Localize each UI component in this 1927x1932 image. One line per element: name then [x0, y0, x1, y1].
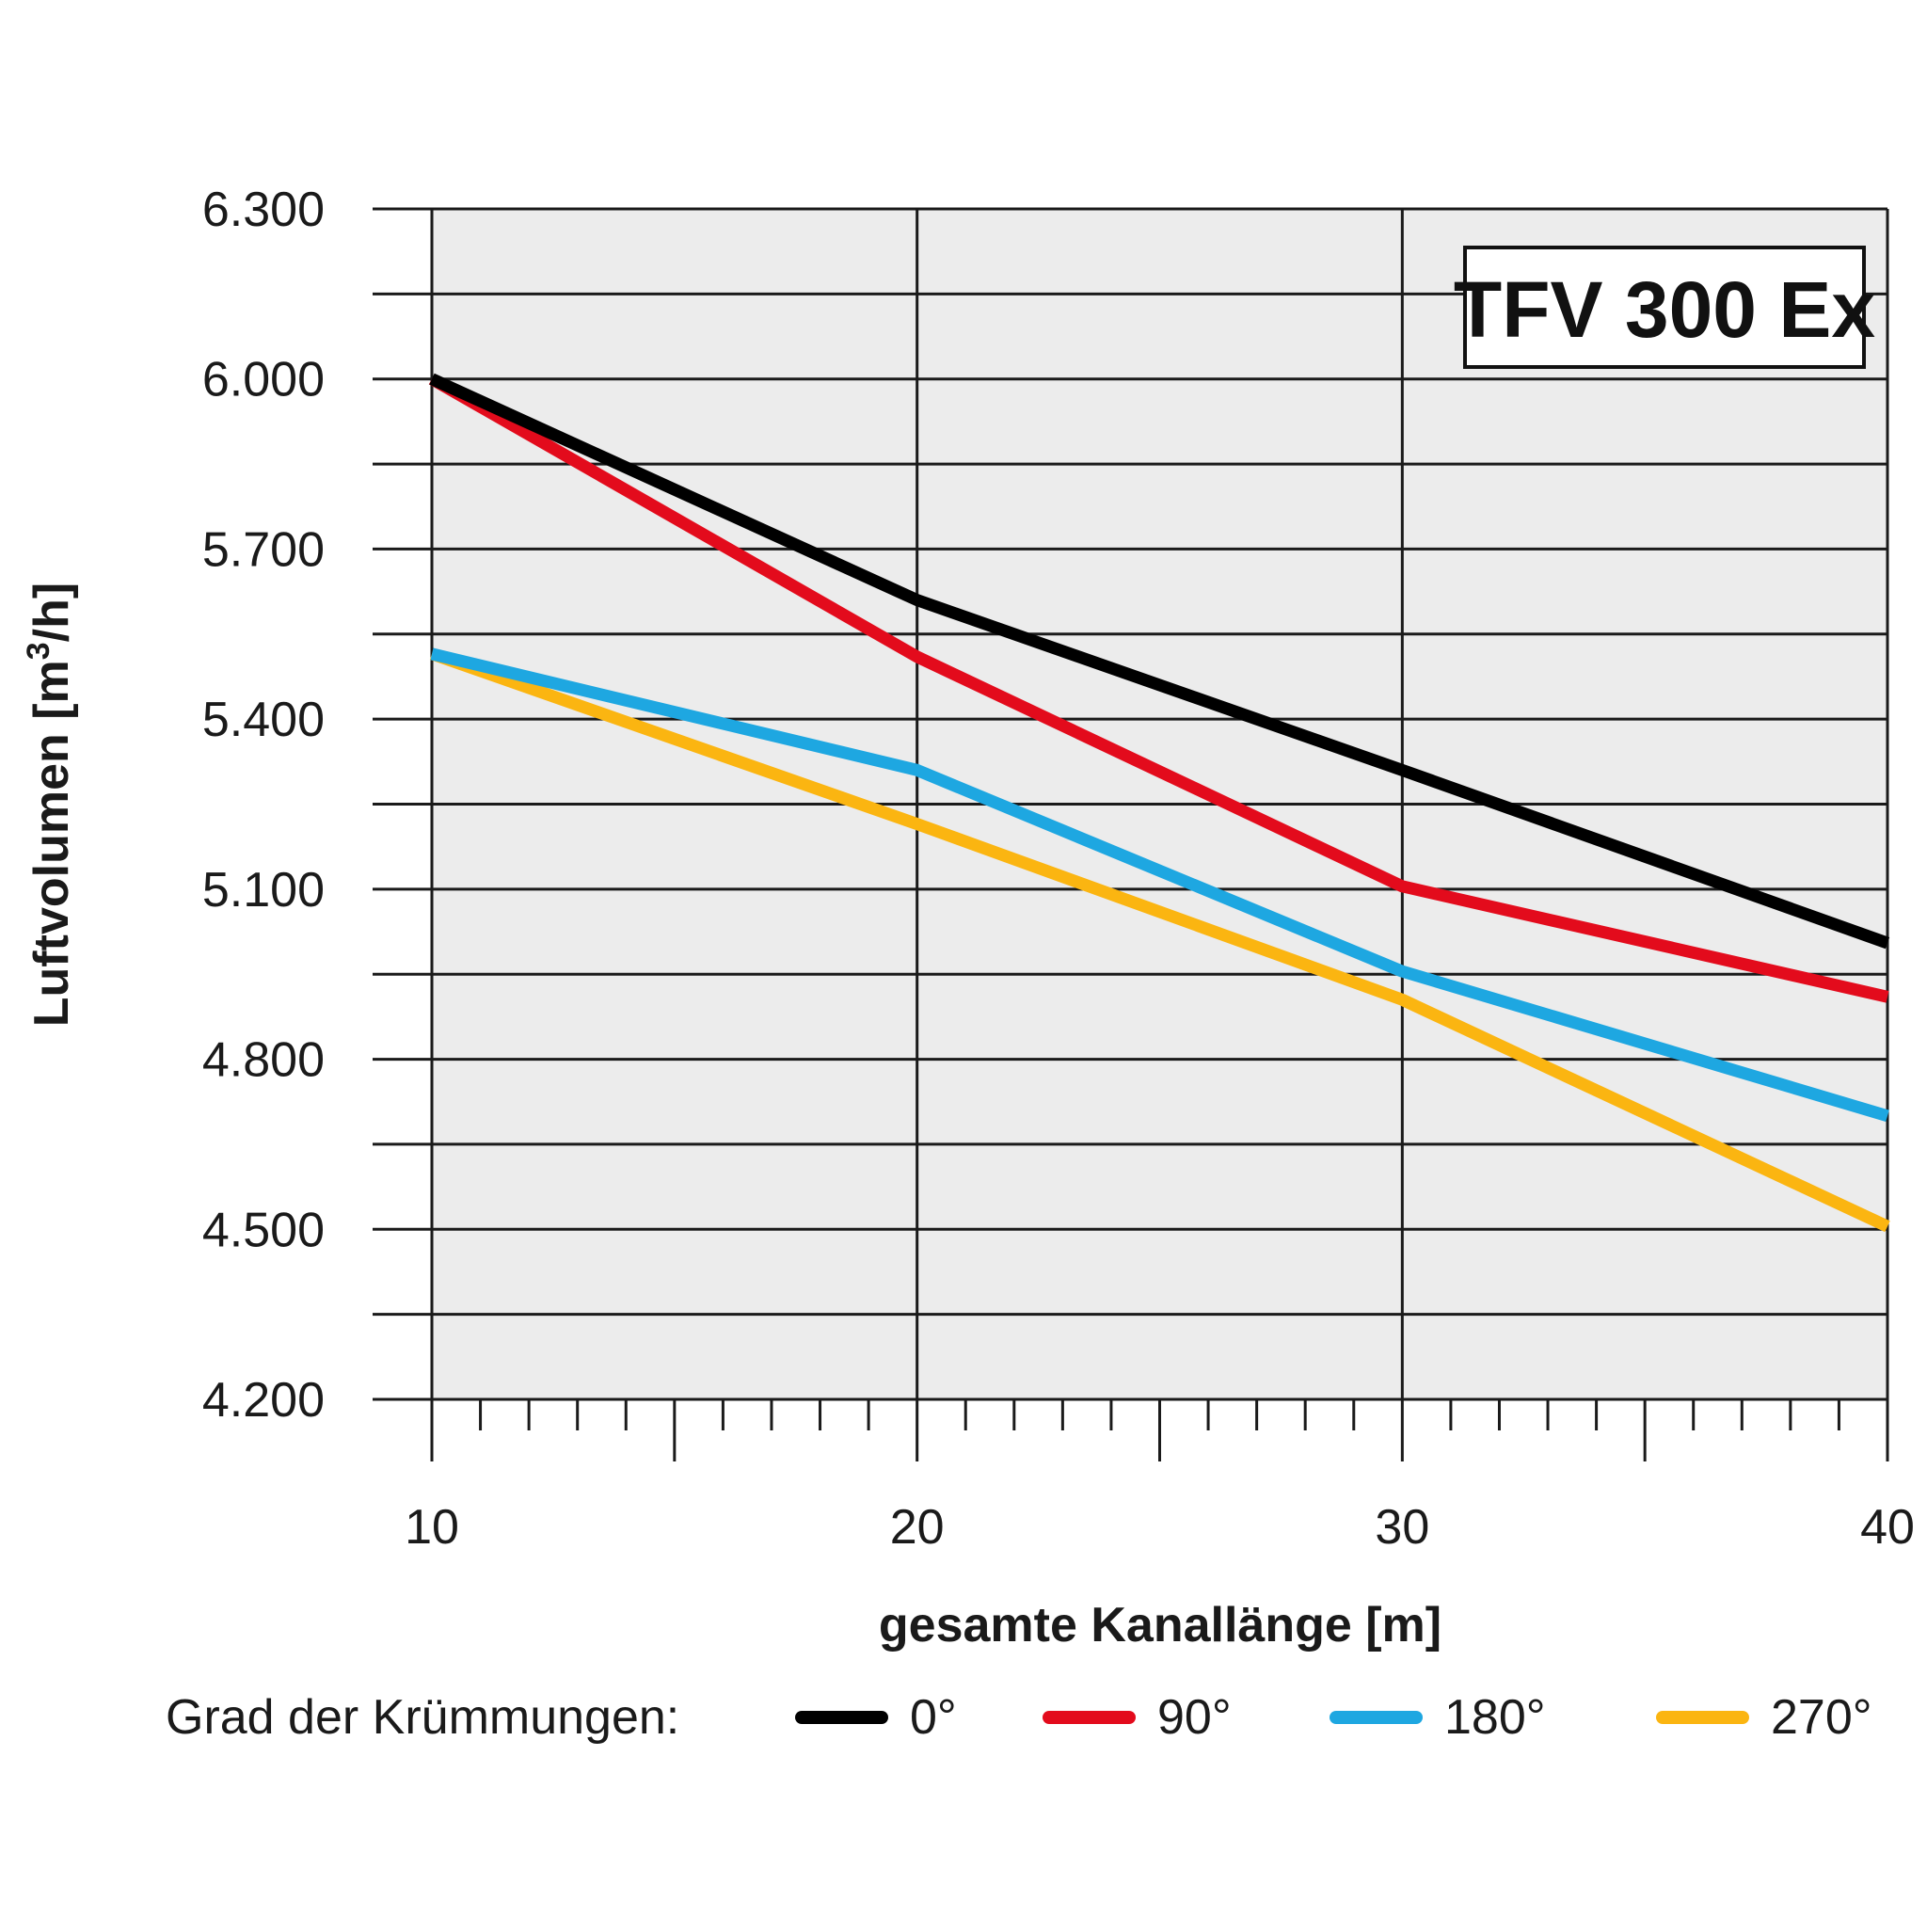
y-tick-label: 4.500 — [202, 1203, 325, 1257]
x-tick-label: 40 — [1860, 1500, 1915, 1555]
legend-label-3: 270° — [1771, 1690, 1872, 1745]
y-tick-label: 5.700 — [202, 522, 325, 577]
legend-title: Grad der Krümmungen: — [166, 1690, 679, 1745]
x-tick-label: 30 — [1375, 1500, 1429, 1555]
y-tick-label: 6.300 — [202, 183, 325, 237]
y-tick-label: 4.800 — [202, 1033, 325, 1088]
y-tick-label: 4.200 — [202, 1373, 325, 1428]
y-axis-title-sup: 3 — [21, 642, 56, 660]
series-line-1 — [428, 374, 1889, 1003]
y-axis-title-main: Luftvolumen [m — [24, 660, 79, 1027]
legend-label-1: 90° — [1157, 1690, 1232, 1745]
y-axis-title: Luftvolumen [m3/h] — [21, 583, 79, 1027]
series-line-2 — [430, 647, 1889, 1123]
legend: 0° 90° 180° 270° — [795, 1690, 1872, 1745]
legend-label-0: 0° — [910, 1690, 957, 1745]
y-tick-label: 6.000 — [202, 353, 325, 407]
x-tick-label: 10 — [405, 1500, 459, 1555]
series-line-0 — [429, 373, 1890, 950]
legend-label-2: 180° — [1444, 1690, 1546, 1745]
y-axis-title-end: /h] — [24, 583, 79, 643]
annotation-box: TFV 300 Ex — [1454, 246, 1876, 369]
y-tick-label: 5.100 — [202, 863, 325, 918]
annotation-text: TFV 300 Ex — [1454, 265, 1876, 354]
x-tick-label: 20 — [890, 1500, 945, 1555]
y-tick-label: 5.400 — [202, 693, 325, 747]
series-line-3 — [429, 647, 1890, 1233]
x-axis-title: gesamte Kanallänge [m] — [879, 1598, 1441, 1653]
